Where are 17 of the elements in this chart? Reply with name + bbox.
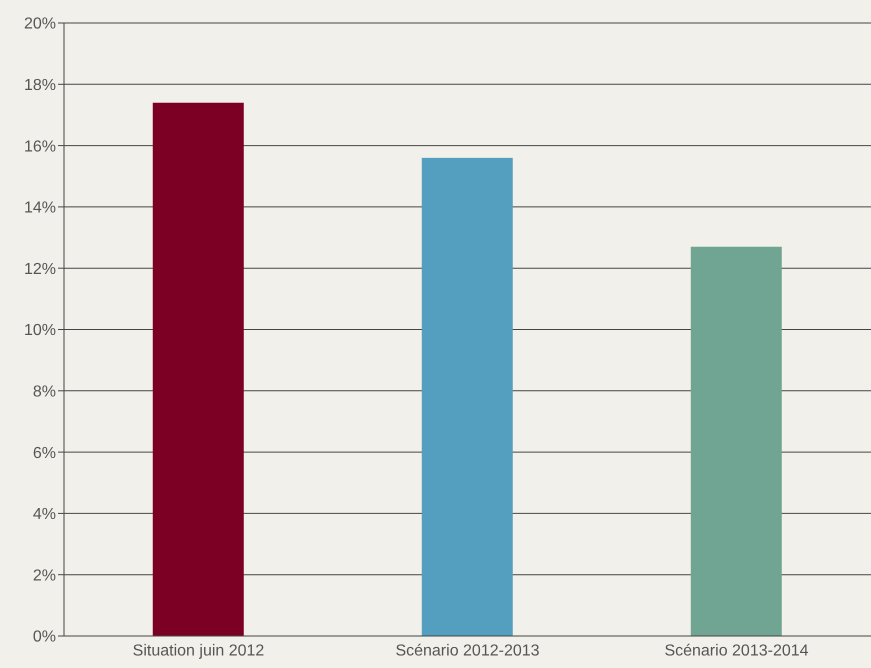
y-tick-label: 0% (32, 628, 56, 646)
y-tick-label: 6% (32, 444, 56, 462)
y-tick-label: 12% (24, 260, 56, 278)
y-tick-label: 16% (24, 138, 56, 156)
y-tick-label: 20% (24, 16, 56, 33)
y-tick-label: 18% (24, 76, 56, 94)
y-tick-label: 8% (32, 383, 56, 400)
y-tick-label: 4% (32, 506, 56, 524)
bar (152, 102, 244, 636)
bar (690, 246, 782, 636)
y-tick-label: 2% (32, 567, 56, 584)
bar (422, 158, 513, 636)
y-tick-label: 10% (24, 322, 56, 340)
x-tick-label: Scénario 2012-2013 (395, 642, 540, 660)
y-tick-label: 14% (24, 200, 56, 217)
x-tick-label: Situation juin 2012 (132, 642, 264, 660)
x-tick-label: Scénario 2013-2014 (664, 642, 809, 660)
